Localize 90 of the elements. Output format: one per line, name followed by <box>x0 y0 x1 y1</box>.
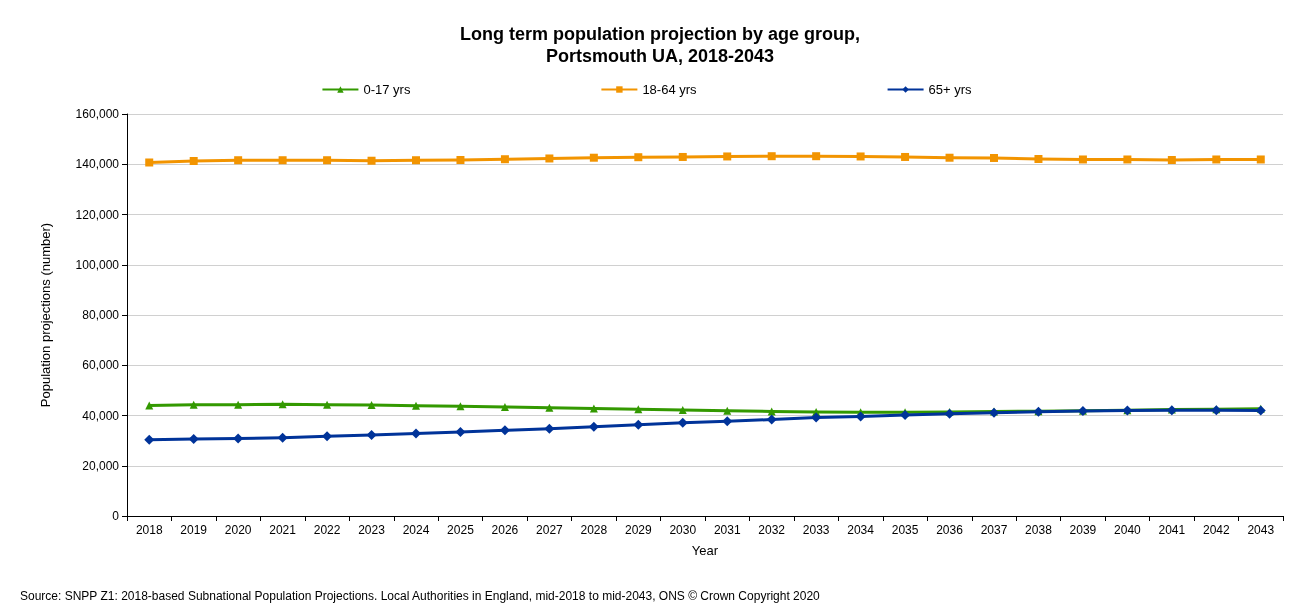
x-tick-label: 2032 <box>758 523 786 537</box>
chart-title: Long term population projection by age group, Portsmouth UA, 2018-2043 <box>460 24 860 66</box>
legend-label: 18-64 yrs <box>642 82 698 97</box>
x-tick-label: 2025 <box>447 523 475 537</box>
x-tick-label: 2018 <box>135 523 163 537</box>
x-tick-label: 2028 <box>580 523 608 537</box>
point <box>278 400 287 409</box>
x-tick-label: 2039 <box>1069 523 1097 537</box>
legend-label: 0-17 yrs <box>363 82 411 97</box>
y-axis-title: Population projections (number) <box>38 222 53 408</box>
x-tick-label: 2040 <box>1114 523 1142 537</box>
point <box>1256 155 1265 164</box>
x-tick-label: 2035 <box>891 523 919 537</box>
x-tick-label: 2041 <box>1158 523 1186 537</box>
x-tick-label: 2027 <box>536 523 564 537</box>
point <box>678 405 687 414</box>
point <box>812 152 821 161</box>
source-note: Source: SNPP Z1: 2018-based Subnational Population Projections. Local Authorities in England, mid-2018 to mid-2043, ONS © Crown Copyright 2020 <box>20 589 821 603</box>
point <box>234 156 243 165</box>
point <box>722 416 733 427</box>
point <box>1212 155 1221 164</box>
y-tick-label: 100,000 <box>75 257 120 272</box>
y-tick-label: 60,000 <box>82 358 120 373</box>
point <box>456 402 465 411</box>
x-tick-label: 2026 <box>491 523 519 537</box>
x-tick-label: 2022 <box>313 523 341 537</box>
x-tick-label: 2036 <box>936 523 964 537</box>
x-tick-label: 2030 <box>669 523 697 537</box>
y-tick-label: 120,000 <box>75 207 120 222</box>
point <box>1078 155 1087 164</box>
x-tick-label: 2038 <box>1025 523 1053 537</box>
point <box>189 400 198 409</box>
x-tick-label: 2033 <box>802 523 830 537</box>
point <box>412 156 420 165</box>
legend-label: 65+ yrs <box>928 82 973 97</box>
y-tick-label: 20,000 <box>82 458 120 473</box>
x-tick-label: 2024 <box>402 523 430 537</box>
point <box>766 414 777 425</box>
x-tick-label: 2037 <box>980 523 1008 537</box>
point <box>367 400 376 409</box>
y-tick-label: 40,000 <box>82 408 120 423</box>
point <box>188 434 199 445</box>
point <box>634 153 643 162</box>
point <box>367 156 376 165</box>
point <box>411 428 421 439</box>
point <box>723 152 732 161</box>
point <box>855 411 866 422</box>
point <box>278 156 287 165</box>
point <box>589 153 598 162</box>
point <box>189 156 198 165</box>
point <box>545 403 554 412</box>
x-tick-label: 2029 <box>624 523 652 537</box>
x-tick-label: 2043 <box>1247 523 1275 537</box>
point <box>1167 155 1176 164</box>
x-tick-label: 2034 <box>847 523 875 537</box>
point <box>455 427 466 438</box>
x-tick-label: 2020 <box>224 523 252 537</box>
point <box>990 153 998 162</box>
point <box>412 401 420 410</box>
point <box>500 155 509 164</box>
point <box>545 154 554 163</box>
point <box>901 152 910 161</box>
point <box>678 152 687 161</box>
point <box>723 406 732 415</box>
point <box>1123 155 1132 164</box>
y-tick-label: 160,000 <box>75 107 120 121</box>
point <box>145 158 154 167</box>
point <box>588 421 599 432</box>
x-tick-label: 2019 <box>180 523 208 537</box>
x-tick-label: 2023 <box>358 523 386 537</box>
point <box>677 417 688 428</box>
point <box>767 152 776 161</box>
x-tick-label: 2042 <box>1202 523 1230 537</box>
y-tick-label: 80,000 <box>82 308 120 322</box>
point <box>500 402 509 411</box>
point <box>945 153 954 162</box>
point <box>323 156 332 165</box>
point <box>323 400 332 409</box>
y-tick-label: 140,000 <box>75 157 120 172</box>
point <box>856 152 865 161</box>
y-tick-label: 0 <box>112 509 120 523</box>
point <box>456 155 465 164</box>
x-tick-label: 2031 <box>713 523 741 537</box>
point <box>277 432 288 443</box>
point <box>234 400 243 409</box>
point <box>144 434 155 445</box>
x-axis-title: Year <box>691 543 719 558</box>
x-tick-label: 2021 <box>269 523 297 537</box>
point <box>366 430 377 441</box>
point <box>1034 154 1043 163</box>
